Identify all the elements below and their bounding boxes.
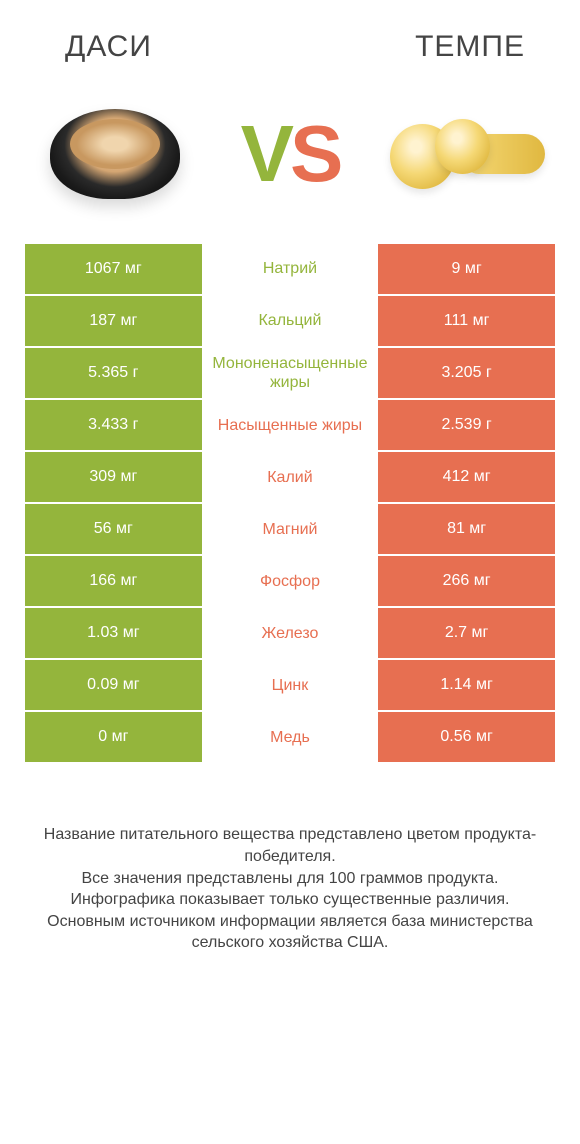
cell-nutrient-label: Натрий (202, 244, 379, 294)
cell-nutrient-label: Медь (202, 712, 379, 762)
cell-nutrient-label: Калий (202, 452, 379, 502)
table-row: 0 мгМедь0.56 мг (25, 712, 555, 764)
hero-row: VS (25, 99, 555, 209)
vs-label: VS (241, 114, 340, 194)
cell-left-value: 1067 мг (25, 244, 202, 294)
cell-nutrient-label: Магний (202, 504, 379, 554)
cell-right-value: 81 мг (378, 504, 555, 554)
cell-nutrient-label: Насыщенные жиры (202, 400, 379, 450)
footer-notes: Название питательного вещества представл… (25, 824, 555, 954)
cell-right-value: 412 мг (378, 452, 555, 502)
table-row: 0.09 мгЦинк1.14 мг (25, 660, 555, 712)
title-left: ДАСИ (25, 30, 264, 64)
cell-nutrient-label: Цинк (202, 660, 379, 710)
nutrient-table: 1067 мгНатрий9 мг187 мгКальций111 мг5.36… (25, 244, 555, 764)
cell-left-value: 3.433 г (25, 400, 202, 450)
footer-line: Название питательного вещества представл… (35, 824, 545, 867)
table-row: 166 мгФосфор266 мг (25, 556, 555, 608)
cell-left-value: 1.03 мг (25, 608, 202, 658)
cell-left-value: 0.09 мг (25, 660, 202, 710)
footer-line: Основным источником информации является … (35, 911, 545, 954)
food-image-right (385, 99, 545, 209)
cell-left-value: 187 мг (25, 296, 202, 346)
footer-line: Инфографика показывает только существенн… (35, 889, 545, 911)
cell-right-value: 266 мг (378, 556, 555, 606)
footer-line: Все значения представлены для 100 граммо… (35, 868, 545, 890)
cell-nutrient-label: Мононенасыщенные жиры (202, 348, 379, 398)
cell-nutrient-label: Фосфор (202, 556, 379, 606)
cell-right-value: 2.539 г (378, 400, 555, 450)
cell-right-value: 3.205 г (378, 348, 555, 398)
table-row: 5.365 гМононенасыщенные жиры3.205 г (25, 348, 555, 400)
table-row: 3.433 гНасыщенные жиры2.539 г (25, 400, 555, 452)
cell-nutrient-label: Кальций (202, 296, 379, 346)
infographic-root: ДАСИ ТЕМПЕ VS 1067 мгНатрий9 мг187 мгКал… (0, 0, 580, 1144)
table-row: 1.03 мгЖелезо2.7 мг (25, 608, 555, 660)
vs-letter-s: S (290, 114, 339, 194)
cell-left-value: 309 мг (25, 452, 202, 502)
cell-left-value: 56 мг (25, 504, 202, 554)
title-right: ТЕМПЕ (317, 30, 556, 64)
tempe-slices-icon (390, 114, 540, 194)
cell-right-value: 0.56 мг (378, 712, 555, 762)
cell-nutrient-label: Железо (202, 608, 379, 658)
table-row: 309 мгКалий412 мг (25, 452, 555, 504)
cell-left-value: 5.365 г (25, 348, 202, 398)
titles-row: ДАСИ ТЕМПЕ (25, 30, 555, 64)
cell-right-value: 111 мг (378, 296, 555, 346)
table-row: 56 мгМагний81 мг (25, 504, 555, 556)
cell-right-value: 1.14 мг (378, 660, 555, 710)
cell-right-value: 2.7 мг (378, 608, 555, 658)
food-image-left (35, 99, 195, 209)
cell-left-value: 166 мг (25, 556, 202, 606)
cell-left-value: 0 мг (25, 712, 202, 762)
table-row: 1067 мгНатрий9 мг (25, 244, 555, 296)
dashi-bowl-icon (50, 109, 180, 199)
vs-letter-v: V (241, 114, 290, 194)
table-row: 187 мгКальций111 мг (25, 296, 555, 348)
cell-right-value: 9 мг (378, 244, 555, 294)
